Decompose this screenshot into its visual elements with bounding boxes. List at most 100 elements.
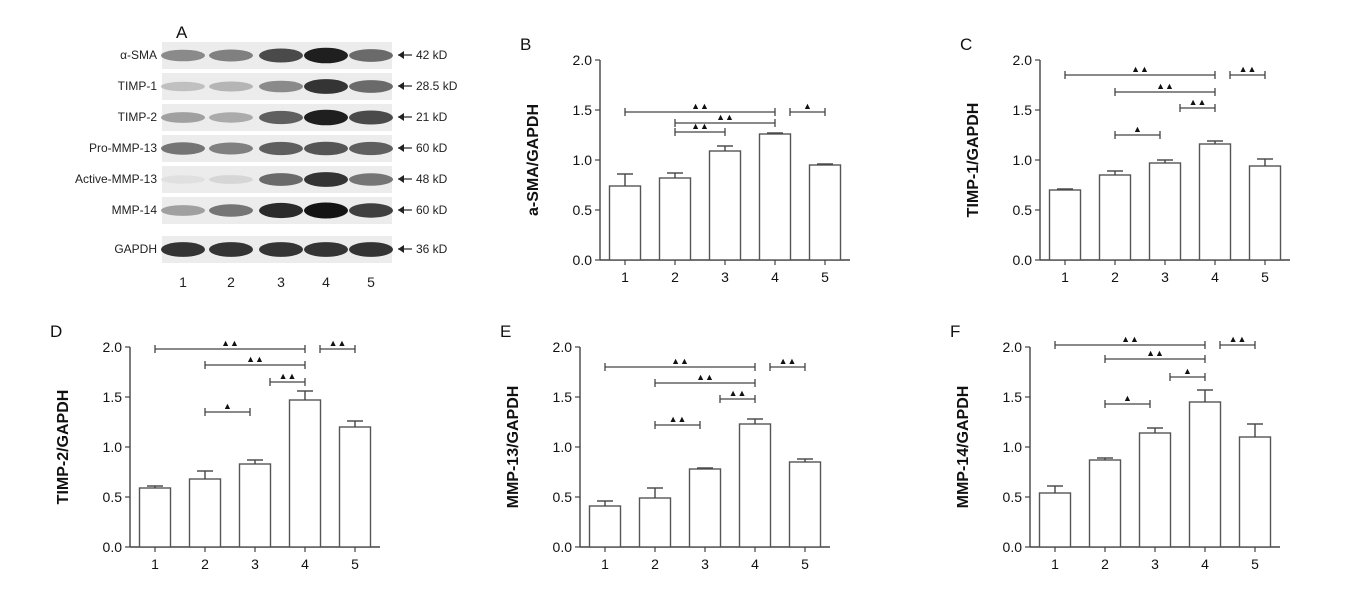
y-tick-label: 1.5 bbox=[103, 389, 123, 405]
x-tick-label: 2 bbox=[651, 556, 659, 572]
y-tick-label: 1.0 bbox=[1003, 439, 1023, 455]
x-tick-label: 2 bbox=[1111, 269, 1119, 285]
panel-letter: D bbox=[50, 322, 62, 341]
bar bbox=[658, 177, 692, 261]
bar bbox=[138, 487, 172, 548]
panel-letter: E bbox=[500, 322, 511, 341]
bar bbox=[738, 423, 772, 548]
y-tick-label: 1.5 bbox=[553, 389, 573, 405]
blot-lane-label: 1 bbox=[179, 274, 187, 290]
blot-kd-label: 21 kD bbox=[416, 110, 448, 124]
blot-band bbox=[349, 141, 393, 156]
bar bbox=[238, 463, 272, 548]
significance-mark: ▲▲ bbox=[1156, 81, 1174, 91]
significance-mark: ▲▲ bbox=[696, 372, 714, 382]
bar bbox=[758, 133, 792, 261]
blot-band bbox=[161, 81, 205, 92]
y-axis-label: a-SMA/GAPDH bbox=[525, 104, 542, 216]
blot-band bbox=[259, 110, 303, 125]
y-tick-label: 0.5 bbox=[1003, 489, 1023, 505]
bar bbox=[788, 461, 822, 548]
bar bbox=[638, 497, 672, 548]
significance-mark: ▲▲ bbox=[671, 356, 689, 366]
blot-lane-label: 5 bbox=[367, 274, 375, 290]
blot-arrowhead bbox=[398, 51, 404, 59]
x-tick-label: 5 bbox=[801, 556, 809, 572]
blot-band bbox=[161, 142, 205, 155]
x-tick-label: 5 bbox=[1261, 269, 1269, 285]
blot-band bbox=[304, 109, 348, 126]
y-tick-label: 1.0 bbox=[553, 439, 573, 455]
blot-band bbox=[259, 80, 303, 93]
panel-letter: C bbox=[960, 35, 972, 54]
x-tick-label: 4 bbox=[301, 556, 309, 572]
y-tick-label: 2.0 bbox=[573, 52, 593, 68]
panel-letter: B bbox=[520, 35, 531, 54]
y-tick-label: 1.5 bbox=[1003, 389, 1023, 405]
x-tick-label: 1 bbox=[1051, 556, 1059, 572]
bar bbox=[1198, 143, 1232, 261]
significance-mark: ▲▲ bbox=[1131, 64, 1149, 74]
blot-band bbox=[209, 175, 253, 184]
blot-lane-label: 2 bbox=[227, 274, 235, 290]
x-tick-label: 4 bbox=[751, 556, 759, 572]
blot-protein-label: α-SMA bbox=[120, 48, 157, 62]
x-tick-label: 1 bbox=[601, 556, 609, 572]
x-tick-label: 1 bbox=[1061, 269, 1069, 285]
significance-mark: ▲▲ bbox=[669, 414, 687, 424]
x-tick-label: 4 bbox=[1201, 556, 1209, 572]
bar bbox=[188, 478, 222, 548]
bar bbox=[288, 399, 322, 548]
y-tick-label: 1.0 bbox=[103, 439, 123, 455]
y-tick-label: 0.5 bbox=[573, 202, 593, 218]
blot-band bbox=[304, 141, 348, 156]
blot-protein-label: TIMP-2 bbox=[118, 110, 158, 124]
significance-mark: ▲▲ bbox=[1146, 348, 1164, 358]
blot-band bbox=[161, 112, 205, 123]
x-tick-label: 2 bbox=[671, 269, 679, 285]
blot-arrowhead bbox=[398, 82, 404, 90]
blot-band bbox=[209, 81, 253, 92]
x-tick-label: 5 bbox=[821, 269, 829, 285]
blot-arrowhead bbox=[398, 206, 404, 214]
blot-band bbox=[259, 141, 303, 156]
y-tick-label: 0.0 bbox=[1013, 252, 1033, 268]
blot-band bbox=[349, 173, 393, 186]
blot-arrowhead bbox=[398, 175, 404, 183]
blot-kd-label: 28.5 kD bbox=[416, 79, 458, 93]
y-tick-label: 0.0 bbox=[103, 539, 123, 555]
chart-e: E MMP-13/GAPDH 0.0 0.5 1.0 1.5 2.0 1 2 3 4 5 ▲▲ ▲▲ ▲▲ ▲… bbox=[500, 322, 830, 572]
bar bbox=[1138, 432, 1172, 548]
blot-arrowhead bbox=[398, 113, 404, 121]
x-tick-label: 1 bbox=[151, 556, 159, 572]
bar bbox=[1188, 401, 1222, 548]
blot-band bbox=[209, 112, 253, 123]
blot-band bbox=[304, 172, 348, 187]
y-tick-label: 0.5 bbox=[1013, 202, 1033, 218]
blot-kd-label: 36 kD bbox=[416, 242, 448, 256]
x-tick-label: 3 bbox=[701, 556, 709, 572]
significance-mark: ▲▲ bbox=[1121, 334, 1139, 344]
y-tick-label: 0.0 bbox=[1003, 539, 1023, 555]
significance-mark: ▲▲ bbox=[1239, 64, 1257, 74]
blot-arrowhead bbox=[398, 144, 404, 152]
significance-mark: ▲ bbox=[1123, 393, 1132, 403]
x-tick-label: 5 bbox=[351, 556, 359, 572]
blot-band bbox=[304, 47, 348, 64]
bar bbox=[1088, 459, 1122, 548]
bar bbox=[1098, 174, 1132, 261]
blot-protein-label: GAPDH bbox=[114, 242, 157, 256]
blot-band bbox=[349, 80, 393, 93]
significance-mark: ▲▲ bbox=[1229, 334, 1247, 344]
bar bbox=[338, 426, 372, 548]
y-tick-label: 2.0 bbox=[103, 339, 123, 355]
blot-protein-label: Pro-MMP-13 bbox=[89, 141, 157, 155]
blot-band bbox=[209, 204, 253, 217]
significance-mark: ▲▲ bbox=[691, 101, 709, 111]
significance-mark: ▲ bbox=[1183, 366, 1192, 376]
blot-protein-label: Active-MMP-13 bbox=[75, 172, 157, 186]
significance-mark: ▲▲ bbox=[729, 388, 747, 398]
x-tick-label: 1 bbox=[621, 269, 629, 285]
panel-letter: F bbox=[950, 322, 960, 341]
